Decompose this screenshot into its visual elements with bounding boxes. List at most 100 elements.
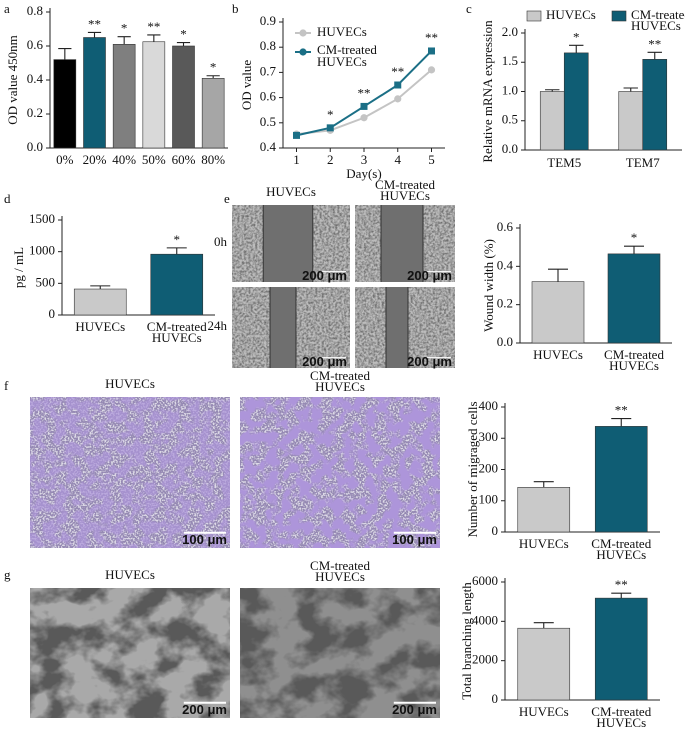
- significance-label: *: [180, 27, 187, 42]
- y-axis-label: OD value 450nm: [5, 35, 20, 125]
- error-bar: [624, 245, 644, 254]
- y-tick-label: 0.4: [497, 257, 514, 272]
- significance-label: *: [327, 107, 334, 122]
- y-tick-label: 0.7: [260, 63, 277, 78]
- error-bar: [58, 48, 72, 60]
- error-bar: [548, 268, 568, 282]
- legend-label: CM-treated HUVECs: [631, 7, 685, 33]
- error-bar: [206, 75, 220, 79]
- legend-marker: [299, 48, 307, 56]
- legend-marker: [299, 29, 307, 37]
- axes: [49, 8, 228, 149]
- y-tick-label: 0: [492, 691, 499, 706]
- significance-label: **: [425, 30, 438, 45]
- y-tick-label: 200: [479, 460, 499, 475]
- legend-label: HUVECs: [317, 24, 367, 39]
- wound-edge: [269, 287, 297, 368]
- y-tick-label: 0.2: [27, 105, 43, 120]
- error-bar: [623, 87, 638, 92]
- panel-label: e: [224, 191, 230, 206]
- micrograph-texture: [30, 588, 230, 718]
- scale-bar-label: 200 μm: [302, 354, 347, 369]
- y-tick-label: 2.0: [502, 24, 518, 39]
- panel-label: g: [4, 567, 11, 582]
- y-axis-label: OD value: [239, 60, 254, 110]
- scale-bar-label: 200 μm: [182, 702, 227, 717]
- bar: [517, 627, 571, 701]
- y-tick-label: 4000: [472, 612, 498, 627]
- y-tick-label: 0.9: [260, 13, 276, 28]
- significance-label: *: [174, 232, 181, 247]
- x-tick-label: 20%: [83, 152, 107, 167]
- wound-edge: [380, 205, 424, 282]
- line-marker: [427, 66, 436, 74]
- y-axis-label: Number of migraged cells: [465, 401, 480, 537]
- significance-label: **: [391, 64, 404, 79]
- error-bar: [611, 418, 632, 427]
- y-tick-label: 0.6: [260, 89, 277, 104]
- line-marker: [326, 124, 334, 132]
- x-tick-label: 60%: [172, 152, 196, 167]
- x-tick-label: 40%: [112, 152, 136, 167]
- y-tick-label: 0.0: [27, 139, 43, 154]
- significance-label: *: [631, 230, 638, 245]
- x-tick-label: CM-treated HUVECs: [147, 319, 207, 345]
- significance-label: *: [121, 21, 128, 36]
- x-tick-label: 4: [395, 152, 402, 167]
- y-tick-label: 0.5: [502, 112, 518, 127]
- wound-gap: [381, 205, 423, 282]
- scale-bar-label: 200 μm: [302, 268, 347, 283]
- y-tick-label: 0.4: [27, 71, 44, 86]
- x-tick-label: 3: [361, 152, 368, 167]
- x-tick-label: TEM5: [547, 155, 581, 170]
- scale-bar-label: 100 μm: [182, 532, 227, 547]
- y-axis-label: Total branching length: [459, 582, 474, 700]
- y-tick-label: 0: [492, 523, 499, 538]
- line-marker: [293, 131, 300, 139]
- error-bar: [117, 36, 131, 45]
- wound-gap: [263, 205, 313, 282]
- x-tick-label: 5: [428, 152, 435, 167]
- column-label: HUVECs: [105, 567, 155, 582]
- y-tick-label: 100: [479, 492, 499, 507]
- bar: [112, 43, 136, 149]
- significance-label: **: [615, 403, 628, 418]
- y-tick-label: 1.5: [502, 53, 518, 68]
- wound-gap: [386, 287, 408, 368]
- legend-swatch: [526, 10, 542, 22]
- bar: [73, 288, 127, 316]
- error-bar: [569, 44, 584, 53]
- bar: [594, 597, 648, 701]
- x-tick-label: CM-treated HUVECs: [591, 536, 651, 562]
- line-series: [296, 69, 433, 136]
- x-tick-label: 0%: [56, 152, 74, 167]
- y-tick-label: 1500: [29, 211, 55, 226]
- scale-bar-label: 200 μm: [392, 702, 437, 717]
- y-tick-label: 6000: [472, 573, 498, 588]
- micrograph-cells: [30, 397, 230, 548]
- column-label: CM-treated HUVECs: [310, 368, 370, 394]
- error-bar: [545, 89, 560, 92]
- y-tick-label: 1000: [29, 243, 55, 258]
- y-tick-label: 0.0: [497, 334, 513, 349]
- bar: [150, 253, 204, 316]
- error-bar: [90, 285, 111, 290]
- line-marker: [360, 114, 368, 122]
- line-marker: [360, 102, 368, 110]
- scale-bar-label: 200 μm: [407, 354, 452, 369]
- error-bar: [611, 592, 632, 599]
- x-tick-label: 2: [327, 152, 334, 167]
- bar: [53, 59, 77, 149]
- bar: [142, 41, 166, 149]
- y-tick-label: 300: [479, 429, 499, 444]
- bar: [172, 45, 195, 149]
- significance-label: *: [210, 60, 217, 75]
- y-axis-label: pg / mL: [11, 247, 26, 288]
- panel-label: b: [232, 1, 239, 16]
- y-tick-label: 1.0: [502, 82, 518, 97]
- error-bar: [533, 481, 554, 488]
- significance-label: **: [615, 577, 628, 592]
- scale-bar-label: 100 μm: [392, 532, 437, 547]
- wound-gap: [270, 287, 296, 368]
